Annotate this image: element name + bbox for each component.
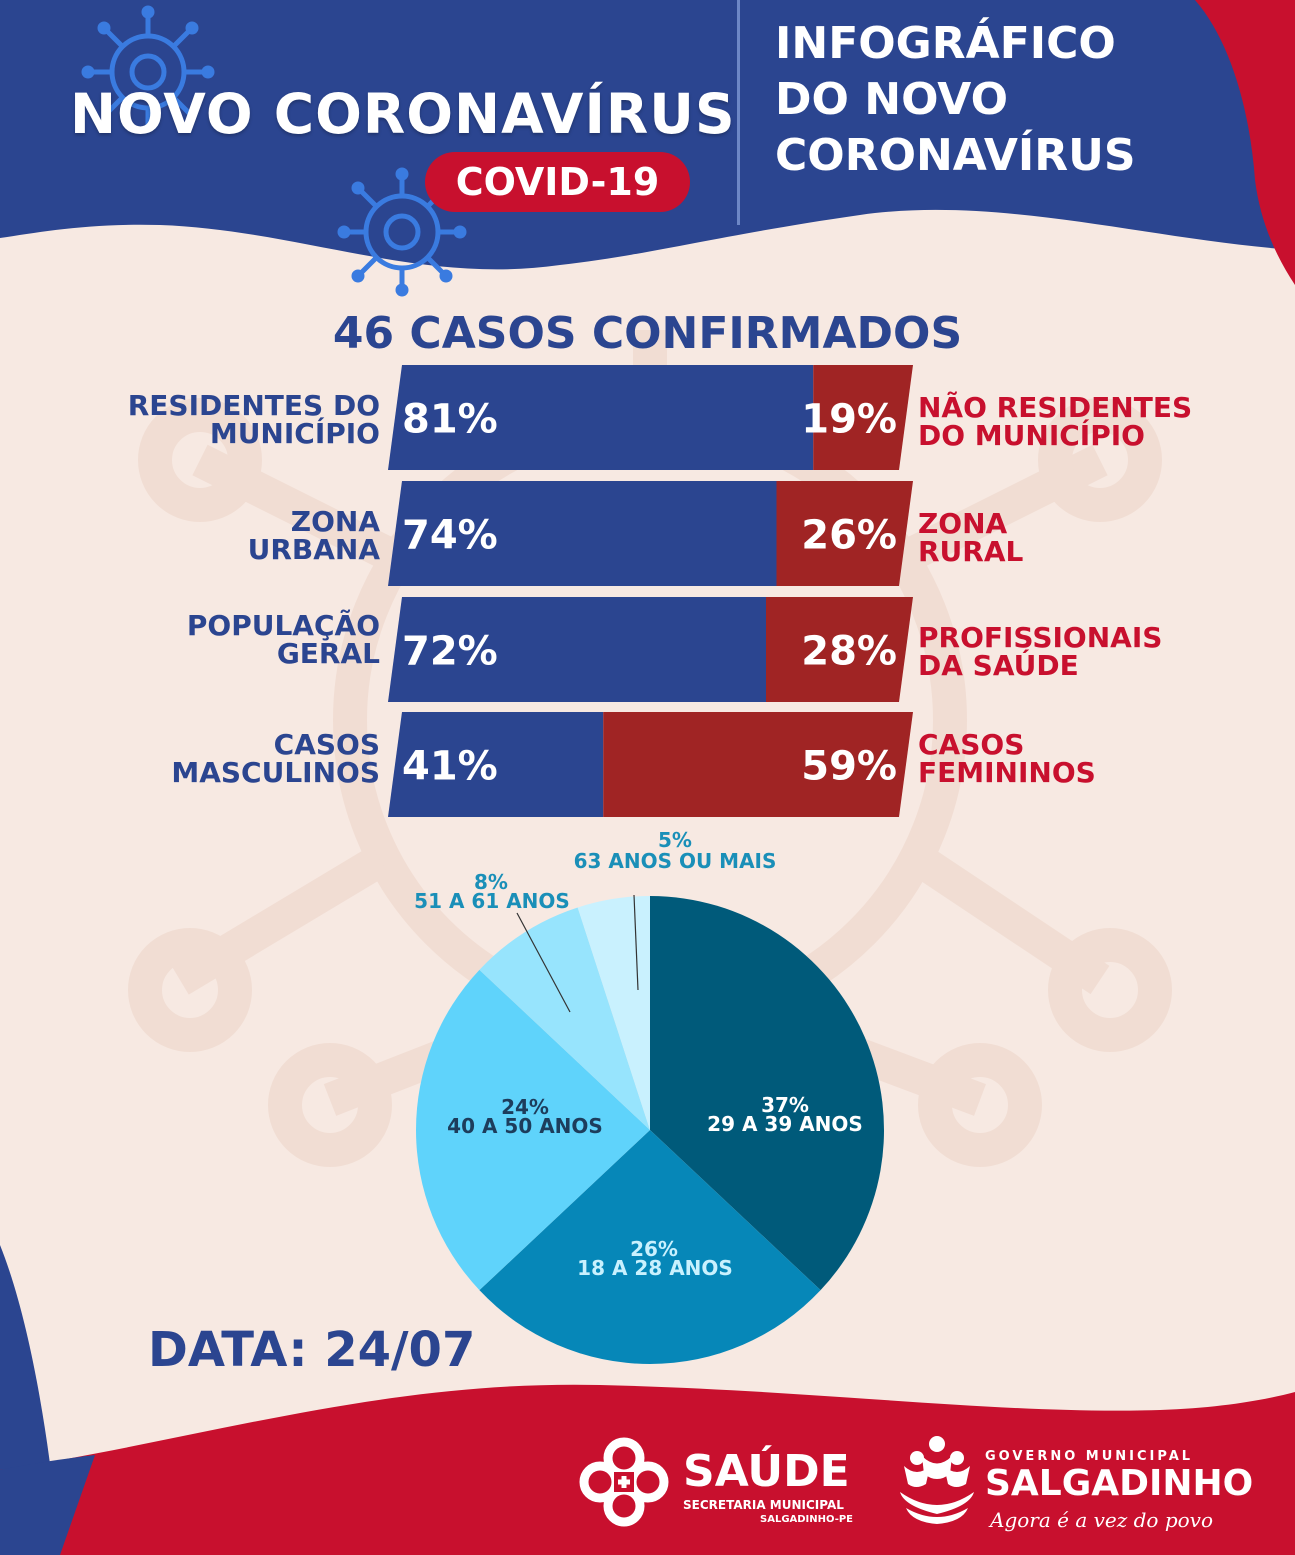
saude-logo-subtitle: SECRETARIA MUNICIPAL <box>683 1498 844 1512</box>
saude-logo-title: SAÚDE <box>683 1446 850 1497</box>
bar-left-label: CASOS <box>273 728 380 761</box>
bar-value-left: 74% <box>402 513 498 559</box>
pie-slice-pct: 5% <box>658 828 692 852</box>
bar-segment-right <box>603 712 913 817</box>
callout-line <box>516 912 571 1013</box>
pie-slice <box>650 896 885 1291</box>
bar-value-right: 26% <box>801 513 897 559</box>
pie-slice-pct: 26% <box>630 1237 678 1261</box>
bar-right-label: FEMININOS <box>918 756 1096 789</box>
page-title: NOVO CORONAVÍRUS <box>70 82 736 146</box>
bar-value-left: 41% <box>402 744 498 790</box>
bar-left-label: GERAL <box>276 637 380 670</box>
bar-segment-left <box>388 597 766 702</box>
bar-value-right: 28% <box>801 629 897 675</box>
saude-logo-place: SALGADINHO-PE <box>760 1514 854 1525</box>
bar-left-label: MASCULINOS <box>171 756 380 789</box>
infographic-title-line: CORONAVÍRUS <box>775 130 1136 181</box>
pie-slice-label: 40 A 50 ANOS <box>447 1114 603 1138</box>
bar-value-right: 19% <box>801 397 897 443</box>
bar-left-label: MUNICÍPIO <box>209 417 380 450</box>
pie-slice <box>479 1130 821 1365</box>
gov-logo-slogan: Agora é a vez do povo <box>990 1508 1214 1532</box>
bar-right-label: NÃO RESIDENTES <box>918 391 1193 424</box>
covid-badge: COVID-19 <box>425 152 690 212</box>
saude-cross-icon <box>579 1437 669 1527</box>
pie-slice-label: 51 A 61 ANOS <box>414 889 570 913</box>
bar-left-label: URBANA <box>247 533 380 566</box>
bar-left-label: ZONA <box>290 505 380 538</box>
gov-logo-name: SALGADINHO <box>985 1463 1254 1504</box>
bar-segment-left <box>388 481 777 586</box>
gov-logo-top: GOVERNO MUNICIPAL <box>985 1449 1194 1464</box>
pie-slice-label: 18 A 28 ANOS <box>577 1256 733 1280</box>
callout-line <box>633 894 639 991</box>
bar-segment-right <box>776 481 913 586</box>
bar-segment-left <box>388 712 604 817</box>
pie-slice-pct: 24% <box>501 1095 549 1119</box>
pie-slice <box>479 907 650 1130</box>
footer-wave-blue-edge <box>0 1455 95 1555</box>
bar-segment-right <box>813 365 913 470</box>
virus-icon <box>81 5 215 128</box>
bar-right-label: RURAL <box>918 535 1024 568</box>
pie-slice-label: 63 ANOS OU MAIS <box>573 849 777 873</box>
bar-segment-right <box>766 597 913 702</box>
pie-slice-label: 29 A 39 ANOS <box>707 1112 863 1136</box>
chart-title: 46 CASOS CONFIRMADOS <box>332 308 963 359</box>
bar-right-label: PROFISSIONAIS <box>918 621 1163 654</box>
bar-value-right: 59% <box>801 744 897 790</box>
bar-left-label: POPULAÇÃO <box>186 609 380 642</box>
header-divider <box>737 0 740 225</box>
pie-slice-pct: 8% <box>474 870 508 894</box>
bar-value-left: 72% <box>402 629 498 675</box>
header-wave <box>0 0 1295 270</box>
bar-left-label: RESIDENTES DO <box>127 389 380 422</box>
bar-right-label: CASOS <box>918 728 1025 761</box>
pie-slice-pct: 37% <box>761 1093 809 1117</box>
bar-right-label: ZONA <box>918 507 1008 540</box>
top-right-red-corner <box>1195 0 1295 285</box>
bar-right-label: DO MUNICÍPIO <box>918 419 1145 452</box>
infographic-title-line: DO NOVO <box>775 74 1008 125</box>
bar-right-label: DA SAÚDE <box>918 649 1079 682</box>
date-label: DATA: 24/07 <box>148 1322 476 1378</box>
infographic-title-line: INFOGRÁFICO <box>775 18 1116 69</box>
salgadinho-people-logo <box>900 1436 974 1524</box>
bar-value-left: 81% <box>402 397 498 443</box>
bar-segment-left <box>388 365 814 470</box>
pie-slice <box>577 896 650 1130</box>
pie-slice <box>416 969 650 1291</box>
